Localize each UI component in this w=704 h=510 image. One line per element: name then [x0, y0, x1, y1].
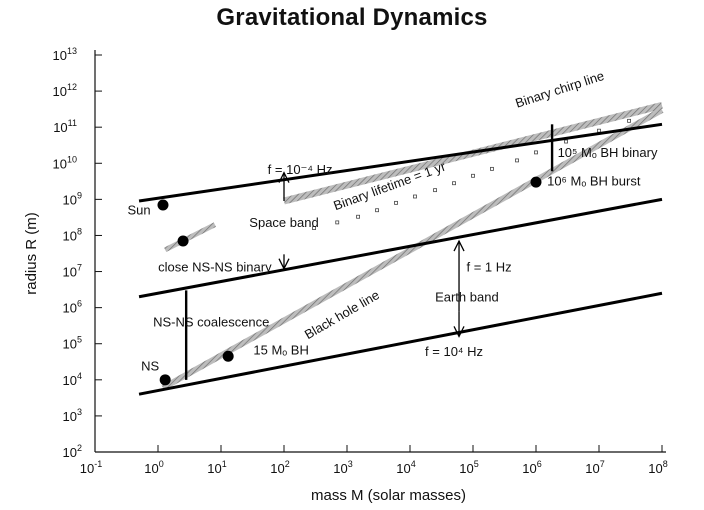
y-tick-exponent: 6: [77, 299, 82, 309]
y-tick-exponent: 2: [77, 443, 82, 453]
annotation-label: Sun: [127, 203, 150, 218]
x-tick-label: 107: [585, 459, 604, 476]
object-marker: [530, 176, 542, 188]
x-tick-label: 100: [144, 459, 163, 476]
annotation-label: 10⁵ Mₒ BH binary: [558, 145, 658, 160]
x-tick-exponent: 6: [537, 459, 542, 469]
annotation-label: close NS-NS binary: [158, 260, 272, 275]
binary-lifetime-point: [490, 166, 494, 171]
chart-title: Gravitational Dynamics: [216, 4, 488, 31]
y-tick-label: 102: [63, 443, 82, 460]
x-tick-label: 108: [648, 459, 667, 476]
x-tick-label: 101: [207, 459, 226, 476]
binary-lifetime-point: [471, 173, 475, 178]
x-tick-label: 102: [270, 459, 289, 476]
y-tick-label: 106: [63, 299, 82, 316]
y-tick-exponent: 12: [67, 82, 77, 92]
binary-lifetime-point: [564, 139, 568, 144]
y-axis-label: radius R (m): [23, 212, 40, 295]
arrow-head: [453, 239, 465, 252]
x-tick-label: 103: [333, 459, 352, 476]
annotation-label: 10⁶ Mₒ BH burst: [547, 174, 641, 189]
x-tick-exponent: 1: [222, 459, 227, 469]
annotation-label: 15 Mₒ BH: [253, 343, 308, 358]
binary-lifetime-point: [534, 150, 538, 155]
close-ns-ns-line: [164, 222, 217, 253]
y-tick-label: 1012: [53, 82, 77, 99]
frequency-line-1: [138, 122, 663, 203]
annotation-label: Black hole line: [302, 287, 382, 342]
x-tick-label: 105: [459, 459, 478, 476]
y-tick-exponent: 11: [68, 118, 77, 128]
object-marker: [177, 235, 189, 247]
x-tick-exponent: 3: [348, 459, 353, 469]
binary-lifetime-point: [627, 118, 631, 123]
binary-lifetime-point: [452, 181, 456, 186]
binary-lifetime-point: [375, 208, 379, 213]
object-marker: [222, 350, 234, 362]
annotation-label: Earth band: [435, 289, 499, 304]
y-tick-exponent: 7: [77, 263, 82, 273]
y-tick-exponent: 8: [77, 226, 82, 236]
black-hole-line: [161, 107, 664, 391]
y-tick-exponent: 10: [67, 154, 77, 164]
object-marker: [159, 374, 171, 386]
x-tick-label: 106: [522, 459, 541, 476]
binary-lifetime-point: [433, 188, 437, 193]
x-tick-exponent: 2: [285, 459, 290, 469]
y-tick-label: 105: [63, 335, 82, 352]
binary-lifetime-point: [515, 158, 519, 163]
x-tick-exponent: 8: [663, 459, 668, 469]
object-marker: [157, 199, 169, 211]
x-tick-label: 104: [396, 459, 415, 476]
x-tick-exponent: -1: [94, 459, 102, 469]
y-tick-label: 107: [63, 263, 82, 280]
arrow-head: [453, 326, 465, 338]
binary-lifetime-point: [312, 226, 316, 230]
annotation-label: NS-NS coalescence: [153, 315, 269, 330]
x-tick-exponent: 0: [159, 459, 164, 469]
annotation-label: Space band: [249, 215, 318, 230]
annotation-label: NS: [141, 359, 159, 374]
y-tick-exponent: 13: [67, 46, 77, 56]
y-tick-label: 1011: [53, 118, 77, 135]
y-tick-label: 103: [63, 407, 82, 424]
x-axis-label: mass M (solar masses): [311, 487, 466, 504]
y-tick-label: 104: [63, 371, 82, 388]
y-tick-label: 109: [63, 190, 82, 207]
y-tick-exponent: 4: [77, 371, 82, 381]
binary-lifetime-point: [413, 194, 417, 199]
binary-lifetime-point: [356, 214, 360, 219]
frequency-line-3: [138, 291, 663, 396]
x-tick-exponent: 4: [411, 459, 416, 469]
arrow-head: [278, 258, 290, 271]
y-tick-label: 108: [63, 226, 82, 243]
annotation-label: Binary chirp line: [513, 68, 606, 111]
y-tick-exponent: 5: [77, 335, 82, 345]
binary-lifetime-point: [335, 220, 340, 225]
annotation-label: f = 1 Hz: [466, 260, 511, 275]
frequency-line-2: [138, 197, 663, 299]
x-tick-label: 10-1: [80, 459, 102, 476]
y-tick-exponent: 9: [77, 190, 82, 200]
y-tick-label: 1010: [53, 154, 77, 171]
annotation-label: f = 10⁻⁴ Hz: [268, 162, 333, 177]
binary-lifetime-point: [597, 128, 601, 133]
x-tick-exponent: 5: [474, 459, 479, 469]
x-tick-exponent: 7: [600, 459, 605, 469]
arrow-head: [278, 171, 290, 183]
y-tick-exponent: 3: [77, 407, 82, 417]
annotation-label: f = 10⁴ Hz: [425, 344, 483, 359]
y-tick-label: 1013: [53, 46, 77, 63]
binary-lifetime-point: [394, 200, 398, 205]
